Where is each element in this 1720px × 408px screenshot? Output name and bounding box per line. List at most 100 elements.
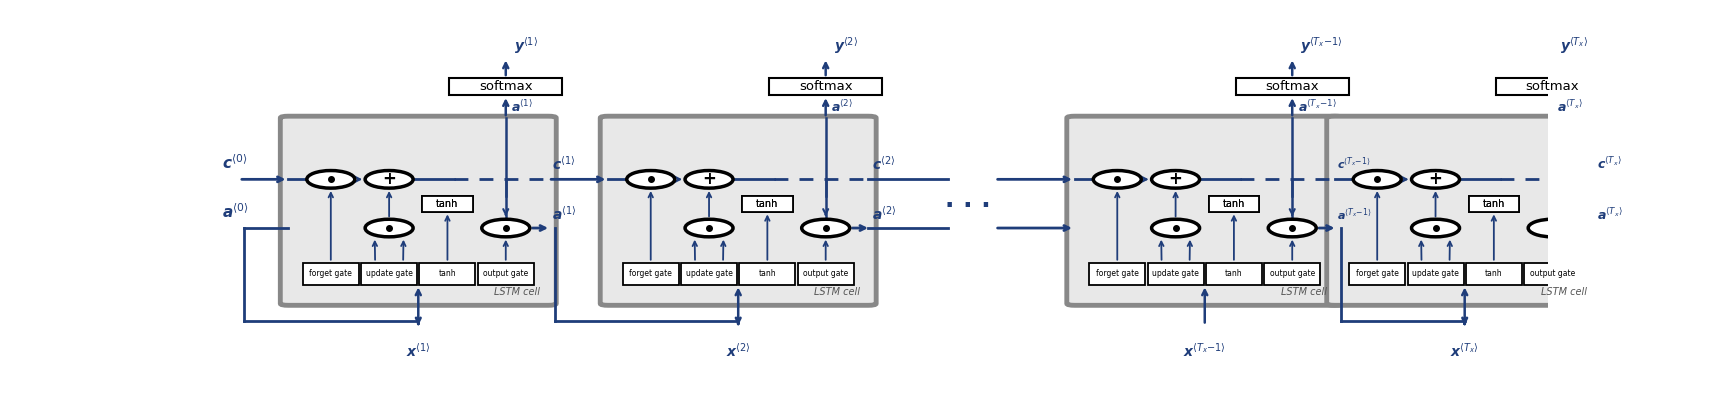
Text: tanh: tanh — [437, 199, 459, 208]
Ellipse shape — [1152, 171, 1199, 188]
Text: softmax: softmax — [798, 80, 853, 93]
Ellipse shape — [626, 171, 674, 188]
FancyBboxPatch shape — [478, 263, 533, 285]
Text: LSTM cell: LSTM cell — [1541, 287, 1586, 297]
Text: LSTM cell: LSTM cell — [1281, 287, 1326, 297]
Text: $\boldsymbol{a}^{\langle T_x{-}1\rangle}$: $\boldsymbol{a}^{\langle T_x{-}1\rangle}… — [1338, 207, 1373, 223]
Text: forget gate: forget gate — [310, 269, 353, 278]
FancyBboxPatch shape — [741, 196, 793, 211]
FancyBboxPatch shape — [1209, 196, 1259, 211]
FancyBboxPatch shape — [420, 263, 475, 285]
FancyBboxPatch shape — [1326, 116, 1603, 305]
FancyBboxPatch shape — [1469, 196, 1519, 211]
FancyBboxPatch shape — [1407, 263, 1464, 285]
Text: tanh: tanh — [1223, 199, 1245, 208]
Text: $\boldsymbol{a}^{\langle T_x{-}1\rangle}$: $\boldsymbol{a}^{\langle T_x{-}1\rangle}… — [1297, 99, 1336, 115]
Text: $\boldsymbol{y}^{\langle T_x\rangle}$: $\boldsymbol{y}^{\langle T_x\rangle}$ — [1560, 35, 1588, 56]
Text: $\boldsymbol{c}^{\langle T_x\rangle}$: $\boldsymbol{c}^{\langle T_x\rangle}$ — [1598, 157, 1622, 173]
Text: $\boldsymbol{x}^{\langle T_x{-}1\rangle}$: $\boldsymbol{x}^{\langle T_x{-}1\rangle}… — [1183, 341, 1226, 359]
Text: $\boldsymbol{c}^{\langle 0\rangle}$: $\boldsymbol{c}^{\langle 0\rangle}$ — [222, 154, 248, 173]
Text: $\boldsymbol{c}^{\langle 1\rangle}$: $\boldsymbol{c}^{\langle 1\rangle}$ — [552, 155, 576, 173]
Text: $\boldsymbol{a}^{\langle T_x\rangle}$: $\boldsymbol{a}^{\langle T_x\rangle}$ — [1598, 207, 1624, 223]
Text: softmax: softmax — [478, 80, 533, 93]
Text: $\boldsymbol{y}^{\langle 2\rangle}$: $\boldsymbol{y}^{\langle 2\rangle}$ — [834, 35, 858, 56]
Text: +: + — [1429, 170, 1443, 188]
Text: update gate: update gate — [366, 269, 413, 278]
Text: LSTM cell: LSTM cell — [814, 287, 860, 297]
FancyBboxPatch shape — [1465, 263, 1522, 285]
Text: $\boldsymbol{c}^{\langle T_x{-}1\rangle}$: $\boldsymbol{c}^{\langle T_x{-}1\rangle}… — [1338, 156, 1371, 173]
Text: output gate: output gate — [803, 269, 848, 278]
Text: LSTM cell: LSTM cell — [494, 287, 540, 297]
FancyBboxPatch shape — [1264, 263, 1321, 285]
Ellipse shape — [1268, 219, 1316, 237]
FancyBboxPatch shape — [741, 196, 793, 211]
Text: +: + — [1168, 170, 1183, 188]
FancyBboxPatch shape — [600, 116, 875, 305]
FancyBboxPatch shape — [681, 263, 738, 285]
Text: tanh: tanh — [1483, 199, 1505, 208]
Text: tanh: tanh — [1225, 269, 1244, 278]
Ellipse shape — [1412, 219, 1460, 237]
Ellipse shape — [306, 171, 354, 188]
Ellipse shape — [1152, 219, 1199, 237]
FancyBboxPatch shape — [1348, 263, 1405, 285]
FancyBboxPatch shape — [1089, 263, 1146, 285]
Text: $\boldsymbol{a}^{\langle 2\rangle}$: $\boldsymbol{a}^{\langle 2\rangle}$ — [872, 204, 896, 222]
Text: $\boldsymbol{a}^{\langle T_x\rangle}$: $\boldsymbol{a}^{\langle T_x\rangle}$ — [1558, 99, 1584, 115]
Text: +: + — [382, 170, 396, 188]
Text: $\boldsymbol{y}^{\langle 1\rangle}$: $\boldsymbol{y}^{\langle 1\rangle}$ — [514, 35, 538, 56]
FancyBboxPatch shape — [303, 263, 359, 285]
FancyBboxPatch shape — [1066, 116, 1343, 305]
Text: softmax: softmax — [1266, 80, 1319, 93]
Text: tanh: tanh — [1223, 199, 1245, 208]
Text: output gate: output gate — [1269, 269, 1314, 278]
Text: tanh: tanh — [439, 269, 456, 278]
FancyBboxPatch shape — [1524, 263, 1581, 285]
Text: +: + — [702, 170, 716, 188]
Text: tanh: tanh — [757, 199, 779, 208]
Text: $\boldsymbol{a}^{\langle 0\rangle}$: $\boldsymbol{a}^{\langle 0\rangle}$ — [222, 202, 248, 221]
Text: tanh: tanh — [437, 199, 459, 208]
FancyBboxPatch shape — [1495, 78, 1608, 95]
Text: · · ·: · · · — [946, 194, 991, 218]
Text: update gate: update gate — [1152, 269, 1199, 278]
Ellipse shape — [1354, 171, 1402, 188]
Ellipse shape — [1527, 219, 1576, 237]
FancyBboxPatch shape — [421, 196, 473, 211]
Text: tanh: tanh — [757, 199, 779, 208]
Ellipse shape — [365, 219, 413, 237]
Text: $\boldsymbol{a}^{\langle 1\rangle}$: $\boldsymbol{a}^{\langle 1\rangle}$ — [552, 204, 576, 222]
FancyBboxPatch shape — [1206, 263, 1262, 285]
FancyBboxPatch shape — [1209, 196, 1259, 211]
Text: $\boldsymbol{a}^{\langle 1\rangle}$: $\boldsymbol{a}^{\langle 1\rangle}$ — [511, 99, 533, 115]
FancyBboxPatch shape — [1469, 196, 1519, 211]
Ellipse shape — [482, 219, 530, 237]
Ellipse shape — [685, 171, 733, 188]
Text: output gate: output gate — [1529, 269, 1576, 278]
FancyBboxPatch shape — [623, 263, 679, 285]
Ellipse shape — [802, 219, 850, 237]
Text: tanh: tanh — [759, 269, 776, 278]
Text: tanh: tanh — [1483, 199, 1505, 208]
Text: update gate: update gate — [1412, 269, 1459, 278]
Text: $\boldsymbol{a}^{\langle 2\rangle}$: $\boldsymbol{a}^{\langle 2\rangle}$ — [831, 99, 853, 115]
FancyBboxPatch shape — [769, 78, 882, 95]
Text: forget gate: forget gate — [1355, 269, 1398, 278]
FancyBboxPatch shape — [798, 263, 853, 285]
FancyBboxPatch shape — [280, 116, 556, 305]
Text: tanh: tanh — [1484, 269, 1503, 278]
Text: softmax: softmax — [1526, 80, 1579, 93]
Ellipse shape — [365, 171, 413, 188]
Text: $\boldsymbol{x}^{\langle 1\rangle}$: $\boldsymbol{x}^{\langle 1\rangle}$ — [406, 341, 430, 359]
Text: $\boldsymbol{x}^{\langle T_x\rangle}$: $\boldsymbol{x}^{\langle T_x\rangle}$ — [1450, 341, 1479, 359]
Text: update gate: update gate — [686, 269, 733, 278]
Text: $\boldsymbol{x}^{\langle 2\rangle}$: $\boldsymbol{x}^{\langle 2\rangle}$ — [726, 341, 750, 359]
Text: forget gate: forget gate — [630, 269, 673, 278]
FancyBboxPatch shape — [361, 263, 418, 285]
FancyBboxPatch shape — [1235, 78, 1348, 95]
Text: $\boldsymbol{c}^{\langle 2\rangle}$: $\boldsymbol{c}^{\langle 2\rangle}$ — [872, 155, 896, 173]
FancyBboxPatch shape — [449, 78, 562, 95]
Ellipse shape — [685, 219, 733, 237]
FancyBboxPatch shape — [421, 196, 473, 211]
